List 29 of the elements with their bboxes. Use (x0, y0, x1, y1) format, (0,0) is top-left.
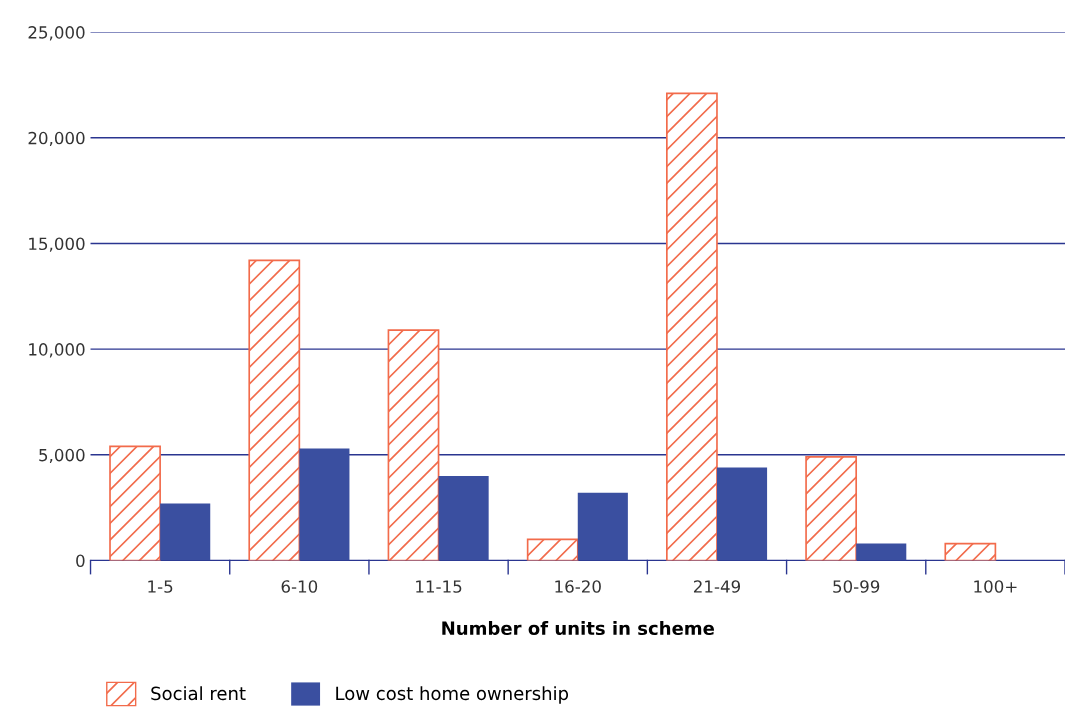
x-tick-label: 16-20 (555, 580, 601, 593)
bar (666, 92, 718, 561)
y-tick-label: 25,000 (28, 26, 85, 41)
x-axis-title: Number of units in scheme (442, 621, 714, 636)
x-tick-label: 6-10 (281, 580, 318, 593)
bar (248, 259, 301, 561)
y-tick-label: 10,000 (29, 343, 85, 358)
y-tick-label: 20,000 (28, 131, 85, 147)
x-tick-label: 50-99 (833, 580, 880, 593)
legend-label: Social rent (151, 686, 246, 701)
y-tick-label: 0 (76, 554, 85, 568)
bar (944, 542, 997, 561)
x-tick-label: 1-5 (148, 580, 173, 593)
bar (299, 448, 350, 561)
bar (438, 475, 489, 561)
x-tick-label: 21-49 (693, 580, 741, 593)
bar (387, 329, 440, 561)
bar (856, 543, 907, 561)
bar (109, 445, 161, 561)
legend-label: Low cost home ownership (336, 686, 569, 704)
y-tick-label: 5,000 (39, 448, 85, 464)
bar (160, 503, 211, 561)
bar (805, 456, 858, 561)
bar (577, 492, 628, 561)
bar (716, 467, 768, 561)
x-tick-label: 100+ (974, 580, 1017, 593)
x-tick-label: 11-15 (416, 580, 462, 593)
y-tick-label: 15,000 (29, 237, 85, 252)
bar (526, 538, 579, 561)
